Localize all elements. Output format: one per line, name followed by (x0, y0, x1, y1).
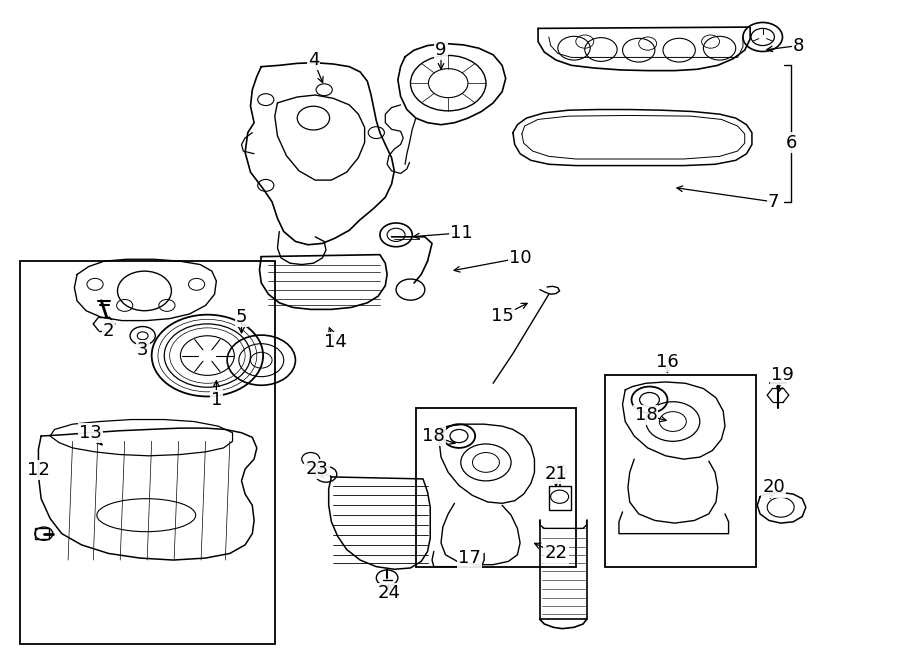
Text: 1: 1 (211, 391, 222, 408)
Text: 4: 4 (308, 51, 320, 69)
Text: 18: 18 (422, 427, 446, 445)
Text: 13: 13 (79, 424, 102, 442)
Text: 5: 5 (236, 308, 248, 327)
Text: 23: 23 (305, 460, 328, 478)
Bar (21, 261, 274, 644)
Text: 9: 9 (436, 41, 446, 59)
Text: 11: 11 (450, 224, 473, 242)
Text: 14: 14 (323, 333, 346, 352)
Text: 6: 6 (786, 134, 797, 151)
Text: 16: 16 (656, 353, 679, 371)
Text: 7: 7 (768, 193, 779, 211)
Text: 22: 22 (544, 545, 568, 563)
Bar (416, 408, 576, 566)
Text: 17: 17 (458, 549, 482, 567)
Text: 19: 19 (771, 366, 794, 384)
Text: 10: 10 (508, 249, 531, 267)
Text: 8: 8 (793, 36, 805, 55)
Text: 12: 12 (27, 461, 50, 479)
Text: 18: 18 (634, 406, 657, 424)
Text: 24: 24 (377, 584, 400, 602)
Bar (605, 375, 755, 566)
Text: 20: 20 (762, 479, 785, 496)
Text: 3: 3 (137, 341, 148, 360)
Text: 21: 21 (544, 465, 568, 483)
Bar (35, 528, 50, 539)
Text: 15: 15 (491, 307, 514, 325)
Text: 2: 2 (103, 321, 114, 340)
Bar (549, 486, 572, 510)
